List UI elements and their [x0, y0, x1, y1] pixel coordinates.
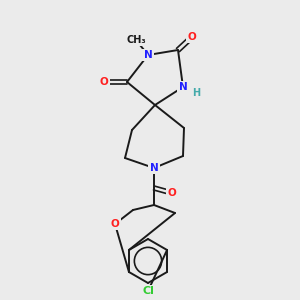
- Text: O: O: [100, 77, 108, 87]
- Text: N: N: [178, 82, 188, 92]
- Text: O: O: [111, 219, 119, 229]
- Text: Cl: Cl: [142, 286, 154, 296]
- Text: O: O: [168, 188, 176, 198]
- Text: O: O: [188, 32, 196, 42]
- Text: N: N: [150, 163, 158, 173]
- Text: CH₃: CH₃: [126, 35, 146, 45]
- Text: N: N: [144, 50, 152, 60]
- Text: H: H: [192, 88, 200, 98]
